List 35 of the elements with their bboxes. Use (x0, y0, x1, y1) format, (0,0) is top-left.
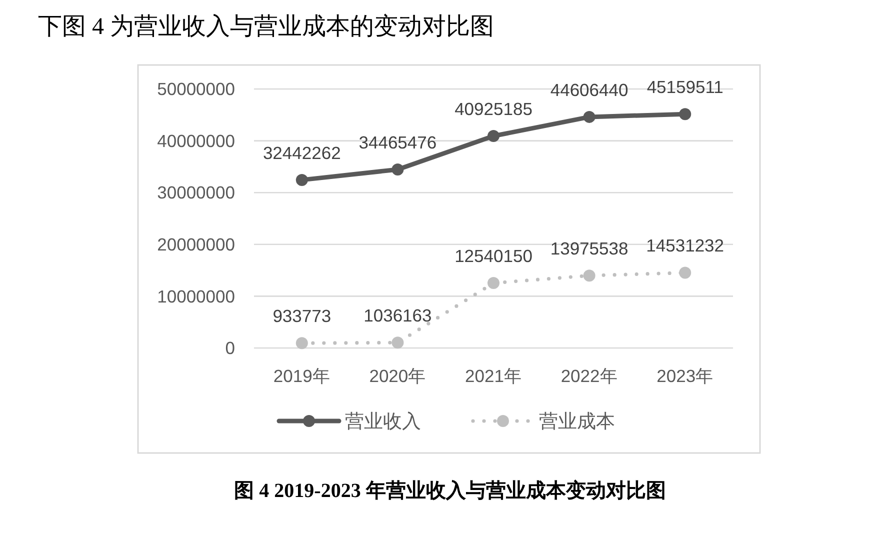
data-label: 32442262 (262, 142, 341, 163)
legend-label: 营业成本 (539, 412, 615, 433)
data-label: 1036163 (364, 306, 432, 326)
point (583, 270, 596, 282)
y-tick-label: 10000000 (157, 286, 236, 306)
data-label: 45159511 (646, 77, 724, 98)
data-label: 34465476 (358, 132, 437, 152)
text: 图 4 2019-2023 年营业收入与营业成本变动对比图 (234, 479, 666, 502)
x-tick-label: 2021年 (465, 366, 522, 386)
x-tick-label: 2023年 (656, 366, 714, 386)
data-label: 12540150 (454, 246, 533, 266)
y-tick-label: 20000000 (157, 234, 236, 255)
y-tick-label: 30000000 (157, 182, 236, 203)
data-label: 14531232 (646, 236, 724, 256)
y-tick-label: 50000000 (157, 79, 236, 100)
point (488, 130, 500, 142)
text: 下图 4 为营业收入与营业成本的变动对比图 (38, 13, 494, 40)
point (679, 108, 692, 120)
point (488, 277, 500, 290)
data-label: 44606440 (550, 80, 628, 100)
x-tick-label: 2022年 (560, 366, 618, 386)
point (392, 163, 404, 176)
data-label: 933773 (272, 306, 332, 326)
data-label: 13975538 (550, 238, 628, 259)
point (583, 110, 596, 123)
point (296, 174, 308, 186)
point (296, 337, 308, 350)
legend-label: 营业收入 (345, 412, 421, 433)
y-tick-label: 0 (225, 338, 236, 358)
y-tick-label: 40000000 (157, 130, 236, 151)
data-label: 40925185 (454, 99, 532, 120)
x-tick-label: 2020年 (369, 366, 426, 386)
point (679, 266, 692, 279)
x-tick-label: 2019年 (273, 366, 330, 386)
point (392, 336, 404, 349)
